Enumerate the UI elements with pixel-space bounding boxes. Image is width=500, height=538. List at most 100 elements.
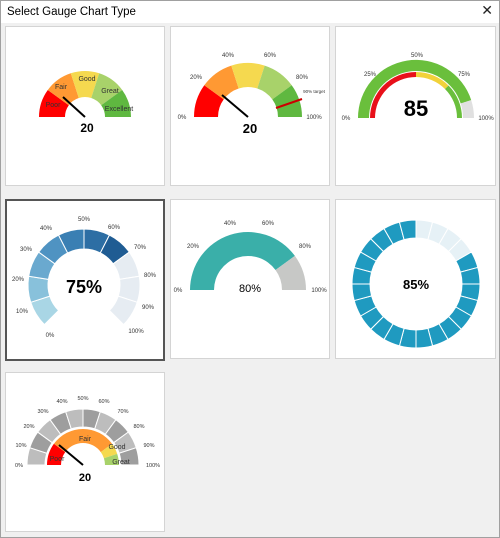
gauge-5-fill bbox=[190, 232, 295, 290]
gauge-grid: Poor Fair Good Great Excellent 20 bbox=[2, 23, 498, 536]
gauge-1-label-fair: Fair bbox=[55, 84, 68, 91]
gauge-7-band-poor bbox=[47, 443, 66, 465]
gauge-2-tick-80: 80% bbox=[296, 75, 309, 81]
gauge-7-segments bbox=[26, 408, 140, 466]
gauge-7-tick-10: 10% bbox=[15, 443, 26, 449]
gauge-7-label-poor: Poor bbox=[50, 456, 65, 463]
close-icon[interactable]: ✕ bbox=[481, 3, 493, 19]
gauge-1-band-good bbox=[70, 71, 100, 98]
gauge-1-chart: Poor Fair Good Great Excellent 20 bbox=[39, 71, 133, 135]
gauge-5-value: 80% bbox=[239, 283, 261, 295]
gauge-3-inner-green bbox=[445, 85, 462, 118]
gauge-7-segment-9 bbox=[118, 447, 140, 466]
gauge-3-outer-rest bbox=[460, 100, 475, 118]
gauge-2-chart: 0% 20% 40% 60% 80% 100% 90% target 20 bbox=[178, 53, 326, 136]
gauge-3-inner-yellow bbox=[416, 72, 449, 89]
gauge-option-7[interactable]: Poor Fair Good Great 0% 10% 20% 30% 40% … bbox=[5, 372, 165, 532]
gauge-2-target-label: 90% target bbox=[303, 89, 326, 94]
gauge-1-label-good: Good bbox=[78, 76, 95, 83]
gauge-7-tick-30: 30% bbox=[37, 409, 48, 415]
gauge-7-tick-0: 0% bbox=[15, 463, 23, 469]
gauge-7-label-great: Great bbox=[112, 459, 130, 466]
gauge-1-value: 20 bbox=[80, 121, 94, 135]
gauge-5-tick-40: 40% bbox=[224, 221, 237, 227]
gauge-2-band-2 bbox=[204, 65, 239, 100]
gauge-7-needle bbox=[58, 444, 84, 466]
gauge-option-1[interactable]: Poor Fair Good Great Excellent 20 bbox=[5, 26, 165, 186]
gauge-4-tick-60: 60% bbox=[108, 225, 121, 231]
gauge-7-chart: Poor Fair Good Great 0% 10% 20% 30% 40% … bbox=[15, 396, 160, 484]
gauge-5-tick-80: 80% bbox=[299, 244, 312, 250]
gauge-4-segments bbox=[27, 228, 141, 326]
gauge-2-tick-40: 40% bbox=[222, 53, 235, 59]
gauge-3-inner-red bbox=[370, 72, 416, 118]
gauge-3-tick-50: 50% bbox=[411, 53, 424, 59]
gauge-4-chart: 0% 10% 20% 30% 40% 50% 60% 70% 80% 90% 1… bbox=[12, 217, 157, 339]
gauge-7-tick-100: 100% bbox=[146, 463, 160, 469]
gauge-5-rest bbox=[275, 255, 306, 290]
gauge-1-band-poor bbox=[39, 90, 69, 117]
gauge-4-tick-10: 10% bbox=[16, 309, 29, 315]
gauge-2-tick-60: 60% bbox=[264, 53, 277, 59]
gauge-option-2[interactable]: 0% 20% 40% 60% 80% 100% 90% target 20 bbox=[170, 26, 330, 186]
gauge-5-tick-0: 0% bbox=[174, 288, 183, 294]
gauge-4-segment-9 bbox=[108, 295, 138, 326]
gauge-7-tick-60: 60% bbox=[98, 399, 109, 405]
gauge-4-tick-20: 20% bbox=[12, 277, 25, 283]
gauge-3-tick-100: 100% bbox=[478, 116, 494, 122]
gauge-1-band-excellent bbox=[101, 90, 131, 117]
gauge-4-tick-80: 80% bbox=[144, 273, 157, 279]
gauge-1-label-excellent: Excellent bbox=[105, 106, 133, 113]
gauge-4-tick-50: 50% bbox=[78, 217, 91, 223]
gauge-4-tick-0: 0% bbox=[46, 333, 55, 339]
gauge-7-tick-40: 40% bbox=[56, 399, 67, 405]
gauge-4-tick-30: 30% bbox=[20, 247, 33, 253]
gauge-option-4[interactable]: 0% 10% 20% 30% 40% 50% 60% 70% 80% 90% 1… bbox=[5, 199, 165, 361]
gauge-2-tick-0: 0% bbox=[178, 115, 187, 121]
gauge-4-tick-70: 70% bbox=[134, 245, 147, 251]
dialog-title: Select Gauge Chart Type bbox=[7, 6, 136, 18]
gauge-4-value: 75% bbox=[66, 277, 102, 297]
gauge-2-needle bbox=[221, 94, 249, 118]
gauge-1-label-great: Great bbox=[101, 88, 119, 95]
gauge-7-tick-80: 80% bbox=[133, 424, 144, 430]
gauge-3-value: 85 bbox=[404, 96, 428, 121]
gauge-2-band-5 bbox=[272, 85, 302, 117]
gauge-1-needle bbox=[62, 96, 86, 118]
gauge-7-label-good: Good bbox=[108, 444, 125, 451]
gauge-option-5[interactable]: 0% 20% 40% 60% 80% 100% 80% bbox=[170, 199, 330, 359]
gauge-6-value: 85% bbox=[403, 277, 429, 292]
gauge-2-band-3 bbox=[231, 62, 265, 89]
gauge-7-tick-90: 90% bbox=[143, 443, 154, 449]
gauge-7-band-fair bbox=[53, 428, 113, 453]
gauge-7-tick-70: 70% bbox=[117, 409, 128, 415]
gauge-2-tick-100: 100% bbox=[306, 115, 322, 121]
gauge-3-chart: 0% 25% 50% 75% 100% 85 bbox=[342, 53, 495, 122]
gauge-7-value: 20 bbox=[79, 472, 91, 484]
gauge-1-label-poor: Poor bbox=[46, 102, 61, 109]
gauge-3-tick-0: 0% bbox=[342, 116, 351, 122]
gauge-2-value: 20 bbox=[243, 121, 257, 136]
gauge-3-tick-75: 75% bbox=[458, 72, 471, 78]
gauge-2-band-4 bbox=[257, 65, 292, 100]
gauge-6-segments bbox=[351, 219, 481, 349]
gauge-option-6[interactable]: 85% bbox=[335, 199, 496, 359]
gauge-2-tick-20: 20% bbox=[190, 75, 203, 81]
gauge-6-segment-23 bbox=[398, 219, 417, 241]
gauge-3-tick-25: 25% bbox=[364, 72, 377, 78]
gauge-5-tick-60: 60% bbox=[262, 221, 275, 227]
gauge-3-outer-fill bbox=[357, 59, 472, 118]
gauge-5-chart: 0% 20% 40% 60% 80% 100% 80% bbox=[174, 221, 328, 295]
gauge-7-band-great bbox=[103, 453, 119, 465]
gauge-6-chart: 85% bbox=[351, 219, 481, 349]
gauge-5-tick-20: 20% bbox=[187, 244, 200, 250]
gauge-1-band-great bbox=[91, 73, 123, 106]
gauge-2-band-1 bbox=[194, 85, 224, 117]
gauge-4-tick-90: 90% bbox=[142, 305, 155, 311]
gauge-7-band-good bbox=[100, 443, 118, 459]
gauge-4-tick-100: 100% bbox=[128, 329, 144, 335]
gauge-option-3[interactable]: 0% 25% 50% 75% 100% 85 bbox=[335, 26, 496, 186]
gauge-4-tick-40: 40% bbox=[40, 226, 53, 232]
gauge-7-tick-20: 20% bbox=[23, 424, 34, 430]
